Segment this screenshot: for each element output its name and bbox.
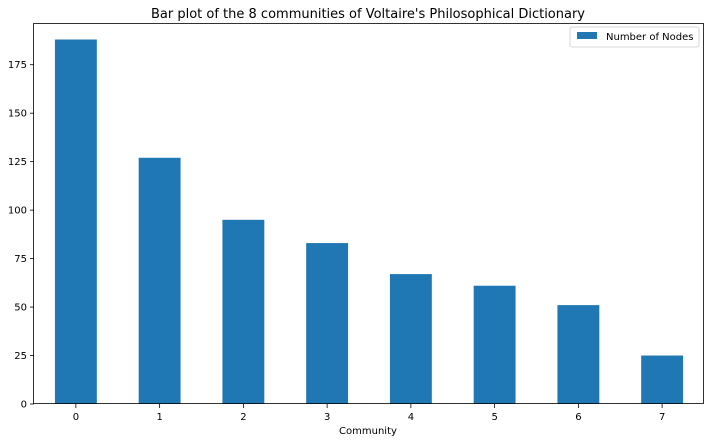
y-tick-label-100: 100 — [8, 206, 27, 217]
legend: Number of Nodes — [569, 26, 700, 48]
y-tick-label-150: 150 — [8, 109, 27, 120]
bar-0 — [54, 39, 97, 405]
x-tick-label-7: 7 — [659, 412, 665, 423]
y-tick-label-50: 50 — [14, 303, 27, 314]
legend-swatch — [577, 32, 597, 39]
bar-2 — [222, 219, 265, 404]
plot-frame — [33, 23, 704, 404]
x-tick-label-6: 6 — [575, 412, 581, 423]
bar-5 — [473, 285, 516, 404]
x-tick-label-1: 1 — [156, 412, 162, 423]
x-tick-label-3: 3 — [324, 412, 330, 423]
x-tick-label-4: 4 — [408, 412, 414, 423]
bar-1 — [138, 157, 181, 404]
legend-label: Number of Nodes — [606, 32, 693, 43]
y-tick-label-175: 175 — [8, 60, 27, 71]
x-tick-label-5: 5 — [491, 412, 497, 423]
y-tick-label-75: 75 — [14, 254, 27, 265]
y-tick-label-25: 25 — [14, 351, 27, 362]
y-tick-label-0: 0 — [21, 400, 27, 411]
chart-title: Bar plot of the 8 communities of Voltair… — [151, 7, 585, 22]
bar-7 — [641, 355, 684, 404]
legend-box — [569, 26, 700, 48]
bar-3 — [306, 243, 349, 404]
bar-4 — [389, 274, 432, 404]
x-axis-label: Community — [339, 426, 397, 437]
y-tick-label-125: 125 — [8, 157, 27, 168]
plot-area: 0 1 2 3 4 5 6 7 0 25 50 75 100 125 150 175 — [8, 39, 684, 423]
x-tick-label-2: 2 — [240, 412, 246, 423]
x-tick-label-0: 0 — [73, 412, 79, 423]
bar-6 — [557, 305, 600, 404]
